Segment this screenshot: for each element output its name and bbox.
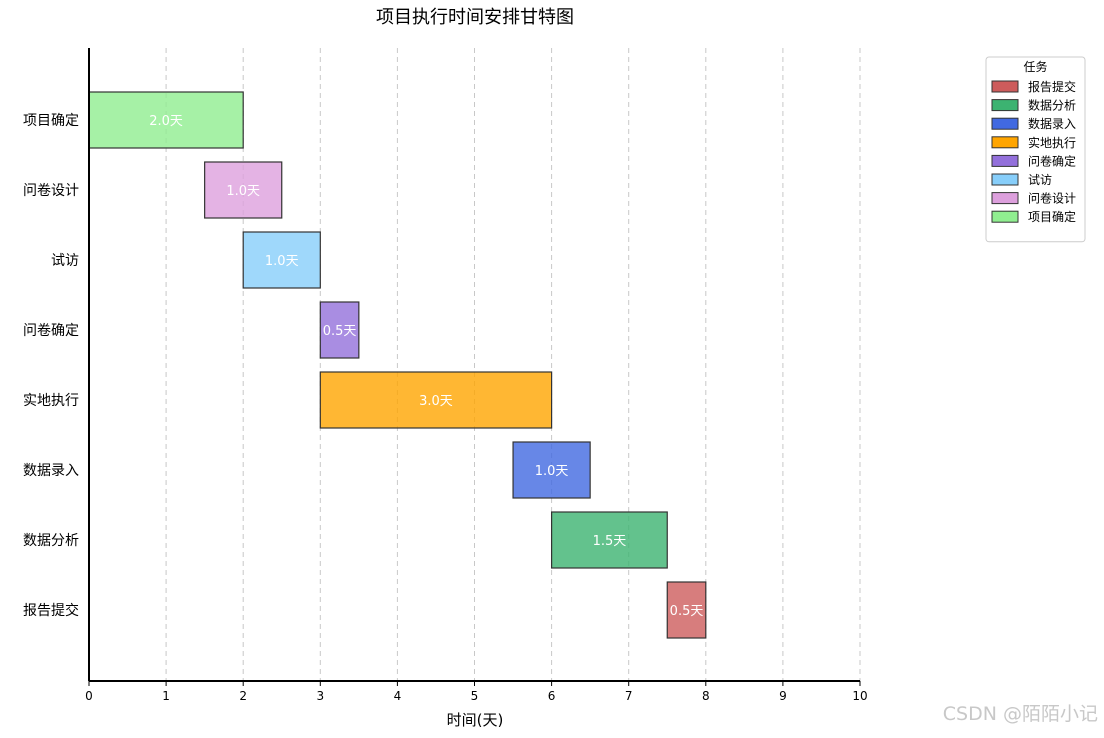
chart-title: 项目执行时间安排甘特图 <box>376 7 574 28</box>
y-tick-label: 报告提交 <box>23 602 79 619</box>
watermark: CSDN @陌陌小记 <box>942 703 1098 725</box>
x-tick-label: 7 <box>625 689 633 703</box>
y-tick-label: 数据分析 <box>23 533 79 549</box>
x-tick-label: 5 <box>471 689 479 703</box>
legend-title: 任务 <box>1023 59 1047 74</box>
x-tick-label: 8 <box>702 689 710 703</box>
y-tick-label: 问卷设计 <box>23 183 79 199</box>
legend-entry-label: 问卷确定 <box>1028 153 1076 168</box>
legend-swatch <box>991 99 1019 112</box>
legend-entry-label: 数据录入 <box>1028 116 1076 131</box>
gantt-bar <box>242 231 321 289</box>
legend-swatch <box>991 210 1019 223</box>
bar-duration-label: 2.0天 <box>149 114 183 129</box>
legend-swatch <box>991 80 1019 93</box>
bar-duration-label: 3.0天 <box>419 394 453 409</box>
y-tick-label: 问卷确定 <box>23 323 79 339</box>
legend-swatch <box>991 136 1019 149</box>
gantt-bar <box>319 371 553 429</box>
x-tick-label: 9 <box>779 689 787 703</box>
gantt-bar <box>666 581 707 639</box>
y-tick-label: 实地执行 <box>23 393 79 409</box>
legend-entry-label: 问卷设计 <box>1028 191 1076 206</box>
y-tick-label: 数据录入 <box>23 463 79 479</box>
legend-swatch <box>991 154 1019 167</box>
x-tick-label: 0 <box>85 689 93 703</box>
x-tick-label: 10 <box>852 689 867 703</box>
y-tick-label: 项目确定 <box>23 113 79 129</box>
x-tick-label: 6 <box>548 689 556 703</box>
gantt-bar <box>550 511 668 569</box>
bar-duration-label: 1.5天 <box>593 534 627 549</box>
gantt-bar <box>204 161 283 219</box>
x-axis-label: 时间(天) <box>447 711 504 729</box>
gantt-bar <box>88 91 244 149</box>
bar-duration-label: 1.0天 <box>535 464 569 479</box>
legend-entry-label: 报告提交 <box>1028 79 1076 94</box>
x-tick-label: 3 <box>316 689 324 703</box>
x-tick-label: 2 <box>239 689 247 703</box>
legend-entry-label: 试访 <box>1028 172 1052 187</box>
bar-duration-label: 1.0天 <box>226 184 260 199</box>
legend-entry-label: 实地执行 <box>1028 135 1076 150</box>
bar-duration-label: 0.5天 <box>323 324 357 339</box>
legend-entry-label: 项目确定 <box>1028 209 1076 224</box>
legend-swatch <box>991 192 1019 205</box>
legend-swatch <box>991 117 1019 130</box>
gantt-bar <box>319 301 360 359</box>
bar-duration-label: 1.0天 <box>265 254 299 269</box>
gantt-bar <box>512 441 591 499</box>
x-tick-label: 4 <box>394 689 402 703</box>
y-tick-label: 试访 <box>51 253 79 269</box>
x-tick-label: 1 <box>162 689 170 703</box>
grid-lines <box>165 48 861 681</box>
legend-swatch <box>991 173 1019 186</box>
legend-entry-label: 数据分析 <box>1028 98 1076 113</box>
bar-duration-label: 0.5天 <box>670 604 704 619</box>
bars-group: 2.0天 1.0天 1.0天 0.5天 3.0天 1.0天 1.5天 0.5天 <box>88 91 707 639</box>
